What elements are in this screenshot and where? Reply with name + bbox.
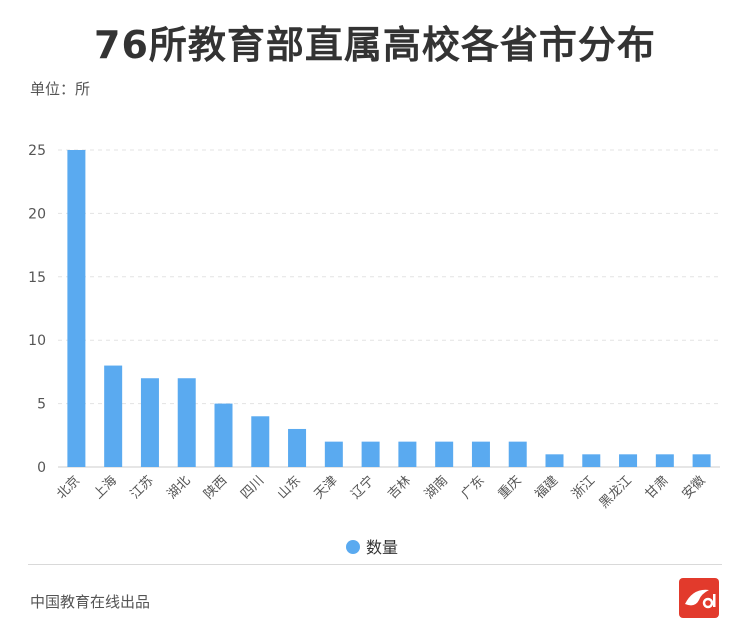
- bar: [655, 454, 674, 467]
- footer-credit: 中国教育在线出品: [30, 593, 151, 611]
- bar: [288, 428, 307, 467]
- x-tick-label: 安徽: [679, 473, 708, 502]
- bar: [619, 454, 638, 467]
- unit-label: 单位：所: [30, 80, 91, 98]
- bar: [471, 441, 490, 467]
- bar: [361, 441, 380, 467]
- x-tick-label: 四川: [238, 473, 267, 502]
- bar: [67, 150, 86, 467]
- bar: [104, 365, 123, 467]
- x-tick-label: 重庆: [495, 473, 525, 503]
- x-tick-label: 广东: [459, 473, 488, 502]
- y-tick-label: 15: [28, 270, 46, 286]
- bar: [324, 441, 343, 467]
- x-tick-label: 陕西: [201, 473, 230, 502]
- x-tick-label: 山东: [275, 473, 304, 502]
- y-tick-label: 25: [28, 143, 46, 159]
- x-tick-label: 辽宁: [348, 473, 378, 503]
- legend-swatch: [346, 540, 360, 554]
- bar: [140, 378, 159, 467]
- bar: [251, 416, 270, 467]
- y-tick-label: 20: [28, 206, 46, 222]
- x-tick-label: 湖北: [165, 473, 194, 502]
- bar: [545, 454, 564, 467]
- x-tick-label: 黑龙江: [597, 473, 635, 511]
- x-tick-label: 湖南: [421, 473, 451, 503]
- eol-logo: [679, 578, 719, 618]
- bar: [582, 454, 601, 467]
- x-tick-label: 江苏: [127, 473, 157, 503]
- bar: [692, 454, 711, 467]
- legend-label: 数量: [366, 538, 398, 557]
- x-tick-label: 天津: [312, 473, 341, 502]
- chart-title: 76所教育部直属高校各省市分布: [94, 23, 656, 67]
- bar: [177, 378, 196, 467]
- bars: [67, 150, 711, 467]
- y-axis-ticks: 0 5 10 15 20 25: [28, 143, 46, 476]
- legend: 数量: [346, 538, 398, 557]
- bar: [508, 441, 527, 467]
- bar: [214, 403, 233, 467]
- x-tick-label: 福建: [532, 473, 561, 502]
- bar: [398, 441, 417, 467]
- y-tick-label: 5: [37, 397, 46, 413]
- grid-lines: [58, 149, 720, 468]
- x-tick-label: 吉林: [385, 473, 414, 502]
- x-tick-label: 浙江: [569, 473, 598, 502]
- x-tick-label: 甘肃: [643, 473, 672, 502]
- bar: [435, 441, 454, 467]
- x-tick-label: 上海: [91, 473, 120, 502]
- x-tick-label: 北京: [54, 473, 83, 502]
- footer-divider: [28, 564, 722, 565]
- y-tick-label: 0: [37, 460, 46, 476]
- y-tick-label: 10: [28, 333, 46, 349]
